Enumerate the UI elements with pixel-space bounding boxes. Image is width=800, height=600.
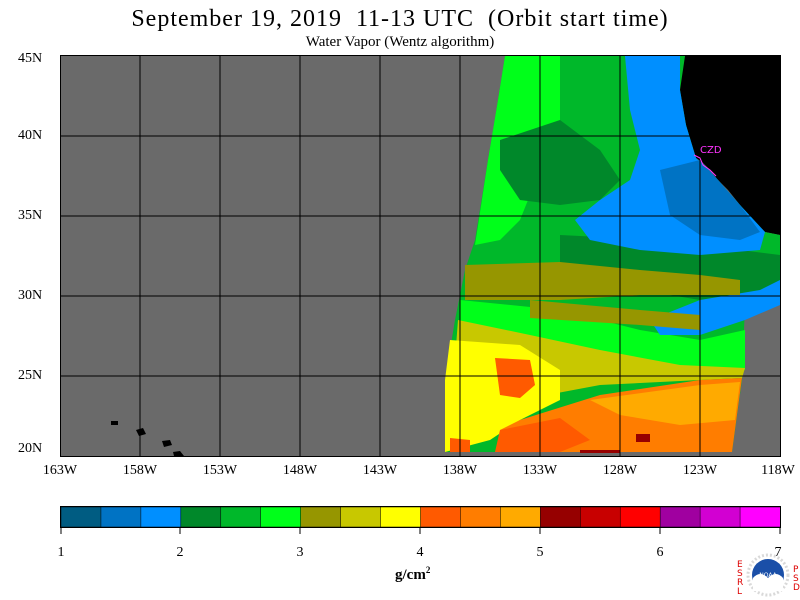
island-maui: [162, 440, 172, 447]
lat-label-40n: 40N: [18, 128, 43, 143]
noaa-logo: NOAA: [746, 553, 790, 597]
swath-red-orange-2: [495, 418, 590, 452]
swath-light-orange: [590, 382, 740, 425]
lat-label-30n: 30N: [18, 288, 43, 303]
colorbar-unit-exponent: 2: [425, 565, 431, 575]
colorbar-segment: [500, 506, 542, 528]
colorbar-segment: [580, 506, 621, 528]
logo-letter-s2: S: [793, 574, 799, 584]
lat-lon-grid: [61, 56, 780, 456]
map-title: September 19, 2019 11-13 UTC (Orbit star…: [131, 6, 669, 32]
island-oahu: [136, 428, 146, 436]
colorbar-ticks: [60, 528, 781, 534]
logo-letter-r: R: [737, 578, 744, 588]
logo-letter-d: D: [793, 583, 800, 593]
colorbar-segment: [220, 506, 262, 528]
land-california: [678, 56, 780, 235]
lon-label-138w: 138W: [442, 463, 478, 478]
colorbar-label-3: 3: [296, 545, 304, 560]
lat-label-25n: 25N: [18, 368, 43, 383]
swath-red-orange: [495, 358, 535, 398]
colorbar-unit-text: g/cm: [395, 567, 426, 583]
colorbar-segment: [340, 506, 382, 528]
logo-letter-p: P: [793, 565, 799, 575]
plot-frame: [60, 55, 781, 457]
lon-label-148w: 148W: [282, 463, 318, 478]
swath-dark-red-spot: [636, 434, 650, 442]
colorbar-segment: [619, 506, 661, 528]
lon-label-143w: 143W: [362, 463, 398, 478]
water-vapor-swath: [445, 56, 780, 453]
lon-label-118w: 118W: [761, 463, 795, 478]
colorbar-segment: [659, 506, 701, 528]
station-marker: [693, 154, 717, 177]
logo-left-letters: E S R L: [737, 561, 745, 597]
colorbar-segment: [460, 506, 502, 528]
lat-label-20n: 20N: [18, 441, 43, 456]
swath-olive-2: [530, 300, 700, 330]
noaa-logo-gull: [753, 574, 783, 591]
lon-label-163w: 163W: [42, 463, 78, 478]
island-big-island: [173, 451, 184, 456]
colorbar-unit: g/cm2: [395, 565, 430, 584]
colorbar-frame: [60, 506, 781, 528]
lon-label-153w: 153W: [202, 463, 238, 478]
hawaii-islands: [111, 421, 184, 456]
lon-label-123w: 123W: [682, 463, 718, 478]
colorbar-segment: [180, 506, 222, 528]
colorbar-segment: [100, 506, 142, 528]
station-label-czd: CZD: [700, 145, 722, 156]
colorbar-segment: [380, 506, 422, 528]
logo-letter-l: L: [737, 587, 743, 597]
lon-label-133w: 133W: [522, 463, 558, 478]
swath-olive: [465, 262, 740, 300]
colorbar-label-5: 5: [536, 545, 544, 560]
lat-label-35n: 35N: [18, 208, 43, 223]
island-kauai: [111, 421, 118, 425]
colorbar-segment: [140, 506, 182, 528]
logo-right-letters: P S D: [793, 566, 800, 593]
colorbar-segment: [699, 506, 741, 528]
logo-letter-e: E: [737, 560, 743, 570]
map-subtitle: Water Vapor (Wentz algorithm): [305, 34, 495, 50]
colorbar: [60, 506, 781, 528]
swath-bright-green-2: [460, 300, 745, 375]
lon-label-158w: 158W: [122, 463, 158, 478]
logo-letter-s: S: [737, 569, 743, 579]
colorbar-segment: [420, 506, 462, 528]
lon-label-128w: 128W: [602, 463, 638, 478]
colorbar-label-7: 7: [774, 545, 782, 560]
colorbar-segment: [300, 506, 342, 528]
colorbar-label-2: 2: [176, 545, 184, 560]
swath-dark-blue: [660, 160, 760, 240]
lat-label-45n: 45N: [18, 51, 43, 66]
swath-dark-red-strip: [580, 450, 620, 453]
colorbar-segment: [260, 506, 302, 528]
colorbar-segment: [60, 506, 102, 528]
colorbar-segment: [540, 506, 582, 528]
colorbar-label-4: 4: [416, 545, 424, 560]
colorbar-label-6: 6: [656, 545, 664, 560]
swath-dark-green: [500, 120, 620, 205]
colorbar-label-1: 1: [57, 545, 65, 560]
colorbar-segment: [739, 506, 781, 528]
noaa-logo-text: NOAA: [759, 572, 777, 579]
